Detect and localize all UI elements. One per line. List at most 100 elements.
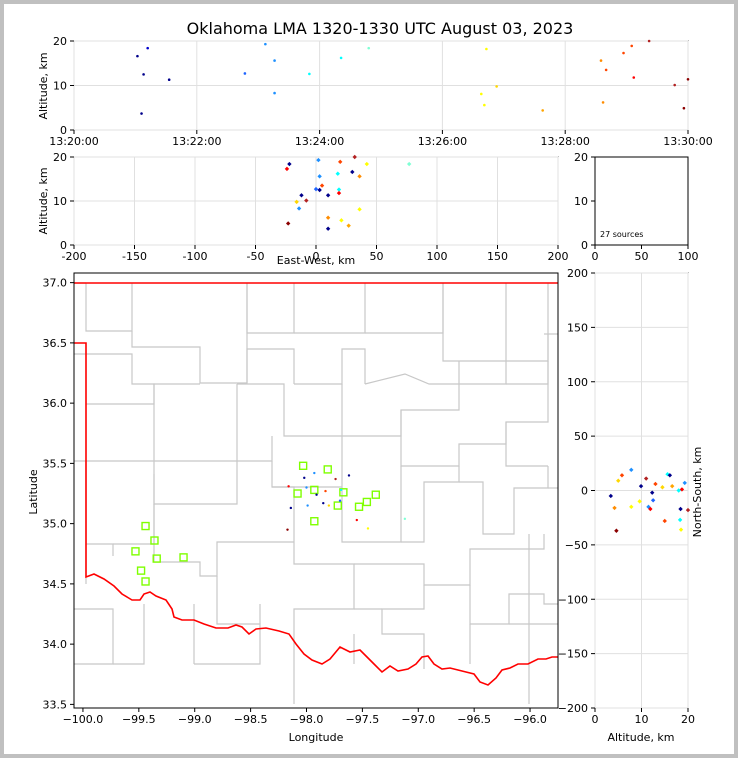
source-point: [299, 193, 304, 198]
source-point: [485, 47, 488, 51]
source-point: [622, 51, 625, 55]
histogram-frame: [594, 156, 689, 246]
source-point: [287, 161, 292, 167]
ew-altitude-x-tick-label: -150: [122, 250, 147, 263]
plan-view-x-tick-label: −96.5: [457, 713, 491, 726]
ew-altitude-points: [284, 154, 412, 231]
source-point: [612, 505, 617, 511]
source-point: [682, 106, 686, 110]
time-altitude-x-tick-label: 13:20:00: [49, 135, 98, 148]
source-point: [313, 471, 316, 475]
source-point: [541, 109, 544, 112]
time-altitude-y-tick-label: 0: [60, 124, 67, 137]
ew-altitude-xticks: -200 -150 -100 -50 0 50 100 150 200: [62, 245, 569, 263]
source-point: [406, 161, 412, 167]
source-point: [677, 517, 683, 523]
time-altitude-ylabel: Altitude, km: [37, 52, 50, 119]
source-point: [629, 467, 634, 473]
station-marker: [141, 577, 150, 586]
time-altitude-points: [136, 39, 690, 115]
source-point: [285, 221, 291, 226]
histogram-x-tick-label: 0: [592, 250, 599, 263]
station-marker: [354, 502, 364, 511]
source-point: [629, 504, 634, 510]
panel-histogram: 0 50 100 0 10 20 27 sources: [574, 151, 699, 263]
station-marker: [179, 553, 188, 562]
source-point: [643, 476, 649, 481]
source-point: [619, 473, 625, 478]
source-point: [284, 166, 290, 172]
source-point: [325, 215, 331, 220]
station-marker: [339, 488, 348, 497]
source-point: [140, 112, 143, 115]
source-point: [319, 183, 325, 188]
source-point: [665, 471, 670, 477]
time-altitude-x-tick-label: 13:28:00: [540, 135, 589, 148]
histogram-x-tick-label: 50: [635, 250, 649, 263]
ew-altitude-y-tick-label: 10: [53, 195, 67, 208]
source-point: [669, 483, 675, 489]
source-point: [313, 186, 319, 192]
alt-ns-y-tick-label: 200: [567, 267, 588, 280]
source-point: [660, 485, 665, 490]
plan-view-x-tick-label: −99.5: [122, 713, 156, 726]
alt-ns-y-tick-label: −150: [558, 648, 588, 661]
ew-altitude-x-tick-label: -50: [247, 250, 265, 263]
plan-view-y-tick-label: 33.5: [43, 698, 68, 711]
source-point: [289, 506, 293, 510]
figure-frame: Oklahoma LMA 1320-1330 UTC August 03, 20…: [4, 4, 734, 754]
source-point: [616, 478, 621, 483]
histogram-xticks: 0 50 100: [592, 245, 699, 263]
county-lines: [74, 282, 558, 704]
source-point: [325, 193, 331, 198]
source-point: [682, 480, 687, 486]
plan-view-x-tick-label: −97.0: [401, 713, 435, 726]
plan-view-points: [286, 471, 407, 531]
source-point: [167, 78, 171, 82]
source-point: [601, 101, 605, 104]
source-point: [350, 169, 355, 175]
alt-ns-y-tick-label: −100: [558, 593, 588, 606]
source-point: [325, 226, 331, 231]
station-marker: [293, 489, 302, 498]
alt-ns-y-tick-label: 0: [581, 485, 588, 498]
source-point: [264, 42, 267, 46]
source-point: [352, 154, 357, 160]
plan-view-xlabel: Longitude: [289, 731, 344, 744]
source-point: [346, 223, 351, 228]
source-point: [335, 171, 340, 176]
ew-altitude-y-tick-label: 0: [60, 239, 67, 252]
source-point: [676, 488, 681, 493]
time-altitude-x-tick-label: 13:26:00: [418, 135, 467, 148]
source-point: [604, 68, 608, 72]
panel-time-altitude: 13:20:00 13:22:00 13:24:00 13:26:00 13:28:00…: [37, 35, 713, 148]
plan-view-x-tick-label: −98.0: [290, 713, 324, 726]
station-marker: [131, 547, 140, 556]
source-point: [327, 504, 331, 507]
ew-altitude-x-tick-label: 150: [487, 250, 508, 263]
source-point: [646, 504, 651, 510]
alt-ns-y-tick-label: 100: [567, 376, 588, 389]
source-point: [357, 174, 362, 179]
plan-view-y-tick-label: 34.0: [43, 638, 68, 651]
station-marker: [141, 521, 150, 531]
time-altitude-yticks: 0 10 20: [53, 35, 74, 137]
station-marker: [323, 465, 332, 474]
plan-view-yticks: 33.5 34.0 34.5 35.0 35.5 36.0 36.5 37.0: [43, 277, 74, 711]
source-point: [673, 83, 676, 87]
source-point: [273, 59, 276, 62]
ew-altitude-x-tick-label: 0: [313, 250, 320, 263]
source-point: [653, 481, 658, 487]
source-point: [650, 498, 656, 503]
source-point: [338, 159, 343, 165]
source-point: [495, 85, 498, 88]
source-point: [336, 187, 342, 192]
source-point: [136, 54, 139, 58]
source-point: [315, 493, 318, 496]
station-marker: [371, 490, 381, 499]
plan-view-ylabel: Latitude: [27, 469, 40, 515]
plan-view-x-tick-label: −97.5: [346, 713, 380, 726]
source-point: [649, 490, 655, 495]
time-altitude-x-tick-label: 13:22:00: [172, 135, 221, 148]
source-point: [146, 46, 149, 50]
